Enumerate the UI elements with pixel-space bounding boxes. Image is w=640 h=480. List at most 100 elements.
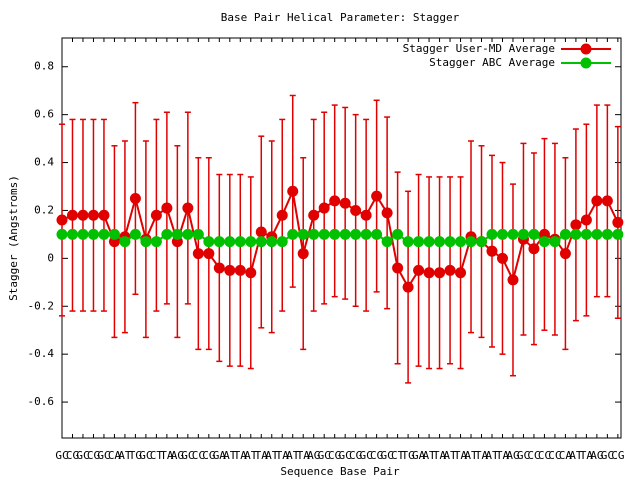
y-tick-label: -0.6 [28,395,55,408]
x-tick-label: CG [328,449,341,462]
y-axis-label: Stagger (Angstroms) [7,175,20,301]
point [150,236,162,248]
point [234,236,246,248]
point [161,228,173,240]
point [297,228,309,240]
x-tick-label: GC [360,449,373,462]
x-tick-label: CG [87,449,100,462]
point [423,267,435,279]
chart-title: Base Pair Helical Parameter: Stagger [221,11,460,24]
point [360,228,372,240]
point [119,236,131,248]
point [402,236,414,248]
x-tick-label: TA [454,449,468,462]
point [392,228,404,240]
point [465,236,477,248]
point [98,228,110,240]
point [140,236,152,248]
point [476,236,488,248]
x-tick-label: CG [202,449,215,462]
x-tick-label: GC [601,449,614,462]
x-tick-label: TG [129,449,142,462]
point [339,197,351,209]
point [570,219,582,231]
point [507,274,519,286]
point [56,228,68,240]
point [444,236,456,248]
x-tick-label: GC [517,449,530,462]
x-tick-label: CG [349,449,362,462]
x-tick-label: CG [611,449,624,462]
legend-label: Stagger ABC Average [429,56,555,69]
point [591,195,603,207]
x-tick-label: TA [297,449,311,462]
x-tick-label: CC [527,449,540,462]
x-tick-label: TA [160,449,174,462]
point [329,228,341,240]
point [224,264,236,276]
point [87,228,99,240]
legend-marker [580,57,592,69]
point [413,264,425,276]
point [612,216,624,228]
point [381,207,393,219]
x-tick-label: AT [569,449,583,462]
point [318,228,330,240]
x-tick-label: CG [370,449,383,462]
point [234,264,246,276]
y-tick-label: 0.4 [34,156,54,169]
point [329,195,341,207]
point [129,228,141,240]
point [255,226,267,238]
point [339,228,351,240]
x-tick-label: TA [276,449,290,462]
point [371,190,383,202]
x-tick-label: CA [559,449,573,462]
point [182,228,194,240]
x-tick-label: AT [265,449,279,462]
point [203,236,215,248]
point [517,228,529,240]
point [528,228,540,240]
point [287,185,299,197]
x-tick-label: GC [318,449,331,462]
x-tick-label: AT [244,449,258,462]
x-tick-label: GC [139,449,152,462]
x-tick-label: CT [391,449,405,462]
point [192,228,204,240]
x-tick-label: GA [213,449,227,462]
point [266,236,278,248]
point [150,209,162,221]
x-tick-label: TG [401,449,414,462]
point [570,228,582,240]
point [245,236,257,248]
point [350,228,362,240]
x-tick-label: AG [506,449,519,462]
x-axis-label: Sequence Base Pair [280,465,400,478]
point [56,214,68,226]
x-tick-label: TA [433,449,447,462]
point [318,202,330,214]
point [591,228,603,240]
point [350,204,362,216]
legend-marker [580,43,592,55]
point [392,262,404,274]
y-tick-label: 0.8 [34,60,54,73]
point [402,281,414,293]
point [360,209,372,221]
point [171,228,183,240]
point [255,236,267,248]
point [434,267,446,279]
x-tick-label: AT [223,449,237,462]
x-tick-label: GC [339,449,352,462]
x-tick-label: CC [548,449,561,462]
point [486,245,498,257]
point [423,236,435,248]
point [213,262,225,274]
x-tick-label: TA [580,449,594,462]
x-tick-label: AT [422,449,436,462]
y-tick-label: 0.6 [34,108,54,121]
point [287,228,299,240]
point [444,264,456,276]
